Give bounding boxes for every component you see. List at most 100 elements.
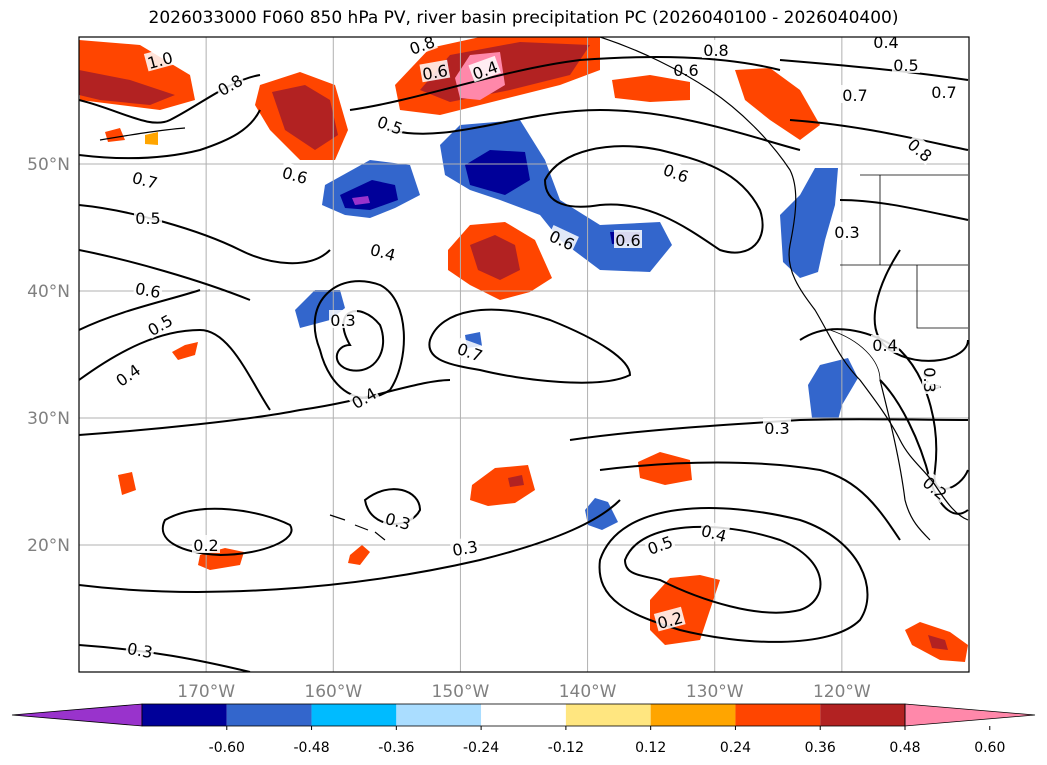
pv-contour [598,507,869,643]
lon-tick-label: 150°W [432,682,490,702]
contour-label: 0.8 [702,40,730,60]
contour-label: 0.6 [672,60,700,80]
contour-label: 0.4 [871,335,899,355]
svg-text:0.4: 0.4 [873,33,898,52]
north-america-coastline [599,37,969,521]
svg-text:0.6: 0.6 [421,61,449,84]
colorbar-tick-label: 0.48 [889,740,920,756]
colorbar-segment [226,704,312,726]
pv-contour [79,249,251,301]
contour-label: 0.4 [872,33,900,52]
contour-label: 0.7 [930,82,958,102]
contour-label: 0.2 [653,606,686,633]
contour-label: 0.5 [374,110,407,139]
svg-text:0.6: 0.6 [615,231,640,250]
colorbar-segment [650,704,736,726]
map-title: 2026033000 F060 850 hPa PV, river basin … [148,8,899,28]
pv-contour [623,525,822,614]
colorbar-tick-label: -0.24 [463,740,499,756]
pv-contour [543,145,764,254]
lat-tick-label: 20°N [27,536,70,556]
lat-tick-label: 40°N [27,282,70,302]
svg-text:0.6: 0.6 [134,279,162,302]
colorbar-tick-label: 0.60 [974,740,1005,756]
hawaiian-islands [329,514,386,541]
shade-negative-region [808,358,858,420]
colorbar-extend-min [11,703,143,727]
svg-text:0.3: 0.3 [126,639,154,662]
svg-text:0.3: 0.3 [834,223,859,242]
contour-label: 0.3 [382,507,415,534]
svg-text:0.5: 0.5 [893,56,918,75]
svg-text:0.3: 0.3 [330,311,355,330]
pv-contour [79,109,261,160]
colorbar-tick-label: -0.12 [548,740,584,756]
colorbar-segment [565,704,651,726]
colorbar-tick-label: 0.24 [720,740,751,756]
colorbar-outline [141,703,906,727]
lon-tick-label: 130°W [686,682,744,702]
pv-contour [79,499,621,593]
contour-label: 0.6 [132,277,164,302]
colorbar-segment [142,704,227,726]
colorbar-segment [481,704,566,726]
pv-contour [79,644,251,672]
colorbar [11,703,1036,727]
contour-labels: 1.00.80.80.6 0.40.80.60.40.60.50.70.50.60… [110,33,958,662]
pv-contour [389,108,801,151]
coastline [99,37,969,541]
pv-contour [79,289,201,331]
pv-contour [349,56,781,111]
svg-text:0.3: 0.3 [920,367,939,392]
pv-contour [839,199,969,221]
pv-contour [162,507,293,557]
svg-text:0.3: 0.3 [451,537,479,560]
pv-contour [363,488,422,525]
pv-contours [79,56,969,672]
svg-text:0.7: 0.7 [931,83,956,102]
contour-label: 0.5 [892,55,920,75]
lat-tick-label: 30°N [27,409,70,429]
contour-label: 0.7 [841,85,869,105]
contour-label: 0.4 [367,238,400,265]
pv-contour [599,461,901,541]
colorbar-segment [396,704,482,726]
lat-tick-label: 50°N [27,155,70,175]
baja-california-coastline [879,379,931,541]
colorbar-tick-label: -0.48 [293,740,329,756]
lon-tick-label: 170°W [177,682,235,702]
pv-contour [79,204,331,265]
contour-label: 0.2 [192,535,220,555]
svg-text:0.6: 0.6 [673,61,698,80]
lon-tick-label: 120°W [813,682,871,702]
lon-tick-label: 160°W [304,682,362,702]
pv-contour [79,379,451,436]
colorbar-tick-label: -0.36 [378,740,414,756]
latitude-labels: 50°N 40°N 30°N 20°N [27,155,70,556]
colorbar-extend-max [904,703,1036,727]
pv-contour [569,418,969,441]
contour-label: 0.6 [660,158,693,187]
contour-label: 0.3 [449,535,481,560]
colorbar-segment [735,704,821,726]
contour-label: 0.5 [134,208,162,228]
contour-label: 0.6 [614,230,642,250]
contour-label: 0.3 [124,637,156,662]
shade-positive-region [735,68,820,140]
svg-text:0.2: 0.2 [193,536,218,555]
pv-contour [428,308,632,384]
lon-tick-label: 140°W [559,682,617,702]
contour-label: 0.3 [763,418,791,438]
colorbar-segment [820,704,905,726]
shade-negative-region [780,168,838,278]
svg-text:0.3: 0.3 [764,419,789,438]
aleutian-islands [99,127,186,141]
colorbar-tick-labels: -0.60 -0.48 -0.36 -0.24 -0.12 0.12 0.24 0.36 0.4… [209,726,1005,756]
shade-positive-region [470,465,535,506]
svg-text:0.4: 0.4 [872,336,897,355]
shade-strong-positive-region [79,70,175,105]
contour-label: 0.3 [833,222,861,242]
colorbar-segment [311,704,397,726]
map-gridlines [79,37,969,672]
